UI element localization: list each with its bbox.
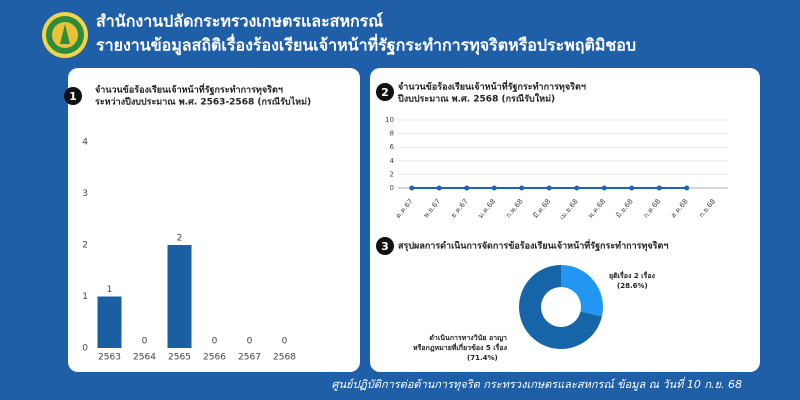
chart-title: จำนวนข้อร้องเรียนเจ้าหน้าที่รัฐกระทำการท… <box>398 80 586 93</box>
data-label: 1 <box>107 285 113 295</box>
point <box>464 185 470 191</box>
x-tick-label: 2566 <box>203 353 226 363</box>
point <box>519 185 525 191</box>
slice-value: (28.6%) <box>617 282 648 290</box>
y-tick-label: 0 <box>390 184 394 192</box>
header-subtitle: รายงานข้อมูลสถิติเรื่องร้องเรียนเจ้าหน้า… <box>96 34 636 57</box>
y-tick-label: 2 <box>82 241 88 251</box>
point <box>546 185 552 191</box>
x-tick-label: 2564 <box>133 353 156 363</box>
data-label: 0 <box>142 337 148 347</box>
chart-title: ปีงบประมาณ พ.ศ. 2568 (กรณีรับใหม่) <box>397 93 555 105</box>
point <box>629 185 635 191</box>
data-label: 0 <box>282 337 288 347</box>
y-tick-label: 4 <box>390 157 395 165</box>
bar <box>97 296 122 348</box>
bar <box>167 245 192 348</box>
panel <box>68 68 360 372</box>
slice-label: ดำเนินการทางวินัย อาญา <box>429 334 507 342</box>
x-tick-label: 2567 <box>238 353 261 363</box>
badge-number: 1 <box>69 90 77 103</box>
logo <box>42 12 88 58</box>
badge-number: 3 <box>381 240 389 253</box>
badge-number: 2 <box>381 86 389 99</box>
slice <box>519 265 602 349</box>
y-tick-label: 3 <box>82 189 88 199</box>
y-tick-label: 0 <box>82 344 88 354</box>
data-label: 0 <box>212 337 218 347</box>
chart-title: สรุปผลการดำเนินการจัดการข้อร้องเรียนเจ้า… <box>398 239 668 252</box>
y-tick-label: 2 <box>390 170 394 178</box>
chart-title: ระหว่างปีงบประมาณ พ.ศ. 2563-2568 (กรณีรั… <box>95 96 311 108</box>
y-tick-label: 4 <box>82 138 88 148</box>
panel <box>370 68 760 372</box>
footer: ศูนย์ปฏิบัติการต่อต้านการทุจริต กระทรวงเ… <box>332 376 743 391</box>
x-tick-label: 2563 <box>98 353 121 363</box>
chart-title: จำนวนข้อร้องเรียนเจ้าหน้าที่รัฐกระทำการท… <box>95 83 283 96</box>
y-tick-label: 8 <box>390 130 394 138</box>
point <box>574 185 580 191</box>
badge <box>376 83 394 101</box>
data-label: 0 <box>247 337 253 347</box>
slice <box>561 265 603 317</box>
x-tick-label: 2565 <box>168 353 191 363</box>
slice-label: ยุติเรื่อง 2 เรื่อง <box>609 270 656 280</box>
data-label: 2 <box>177 234 183 244</box>
point <box>601 185 607 191</box>
x-tick-label: 2568 <box>273 353 296 363</box>
header-title: สำนักงานปลัดกระทรวงเกษตรและสหกรณ์ <box>96 12 383 31</box>
point <box>436 185 442 191</box>
slice-label: หรือกฎหมายที่เกี่ยวข้อง 5 เรื่อง <box>413 342 508 352</box>
badge <box>64 87 82 105</box>
slice-value: (71.4%) <box>467 354 498 362</box>
y-tick-label: 6 <box>390 143 395 151</box>
badge <box>376 237 394 255</box>
y-tick-label: 10 <box>385 116 394 124</box>
point <box>409 185 415 191</box>
point <box>684 185 690 191</box>
point <box>656 185 662 191</box>
point <box>491 185 497 191</box>
y-tick-label: 1 <box>82 292 88 302</box>
